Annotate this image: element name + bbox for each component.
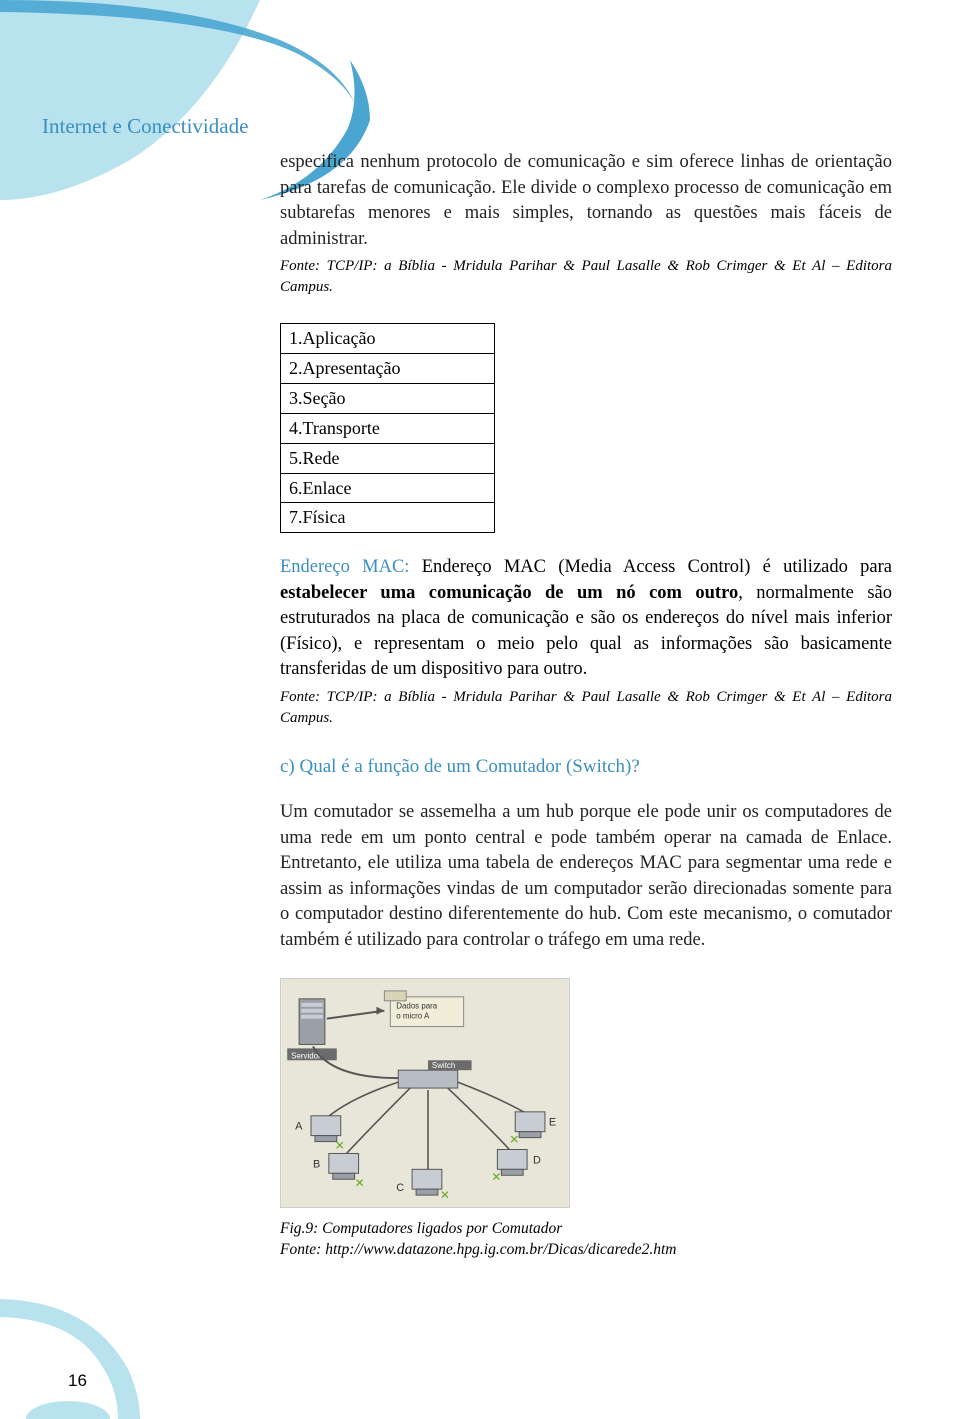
osi-row: 3.Seção [281,384,495,414]
main-content: especifica nenhum protocolo de comunicaç… [280,150,892,1261]
page-number: 16 [68,1371,87,1391]
switch-diagram: Servidor Dados para o micro A Switch A ✕ [280,978,570,1208]
paragraph-mac: Endereço MAC: Endereço MAC (Media Access… [280,555,892,683]
source-citation-1: Fonte: TCP/IP: a Bíblia - Mridula Pariha… [280,256,892,297]
osi-row: 5.Rede [281,443,495,473]
question-c: c) Qual é a função de um Comutador (Swit… [280,754,892,780]
osi-row: 2.Apresentação [281,354,495,384]
figure-caption: Fig.9: Computadores ligados por Comutado… [280,1218,892,1261]
mac-bold: estabelecer uma comunicação de um nó com… [280,583,738,603]
label-dados-1: Dados para [396,1001,438,1010]
svg-text:D: D [533,1154,541,1166]
svg-text:✕: ✕ [355,1176,365,1190]
osi-row: 6.Enlace [281,473,495,503]
footer-arc [0,1259,160,1419]
mac-heading: Endereço MAC: [280,557,422,577]
svg-text:B: B [313,1158,320,1170]
svg-text:C: C [396,1182,404,1194]
label-switch: Switch [432,1061,455,1070]
svg-text:✕: ✕ [440,1188,450,1202]
svg-text:✕: ✕ [509,1132,519,1146]
svg-text:E: E [549,1116,556,1128]
osi-row: 7.Física [281,503,495,533]
caption-line1: Fig.9: Computadores ligados por Comutado… [280,1220,562,1237]
osi-row: 1.Aplicação [281,324,495,354]
mac-body-1: Endereço MAC (Media Access Control) é ut… [422,557,892,577]
label-dados-2: o micro A [396,1011,430,1020]
section-title: Internet e Conectividade [42,114,248,139]
svg-text:A: A [295,1120,303,1132]
paragraph-switch: Um comutador se assemelha a um hub porqu… [280,800,892,953]
osi-layers-table: 1.Aplicação 2.Apresentação 3.Seção 4.Tra… [280,323,495,533]
svg-text:✕: ✕ [335,1138,345,1152]
osi-row: 4.Transporte [281,413,495,443]
caption-line2: Fonte: http://www.datazone.hpg.ig.com.br… [280,1241,677,1258]
source-citation-2: Fonte: TCP/IP: a Bíblia - Mridula Pariha… [280,687,892,728]
paragraph-intro: especifica nenhum protocolo de comunicaç… [280,150,892,252]
svg-text:✕: ✕ [491,1170,501,1184]
